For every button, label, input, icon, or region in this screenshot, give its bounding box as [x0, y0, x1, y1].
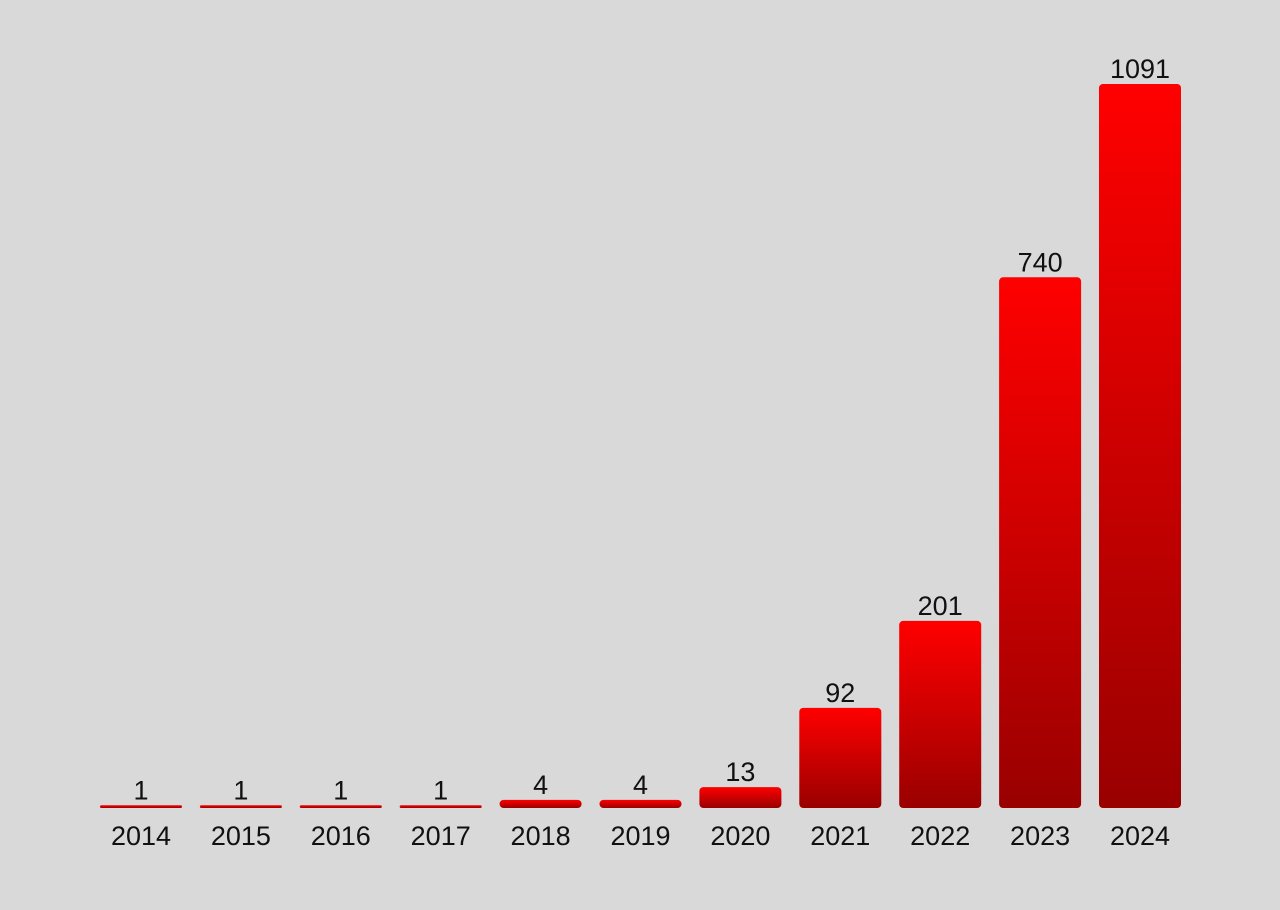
- bar-2023: [999, 277, 1082, 808]
- x-tick-label-2016: 2016: [311, 821, 371, 851]
- data-label-2018: 4: [533, 770, 548, 800]
- bar-2014: [100, 805, 182, 808]
- bar-2017: [399, 805, 482, 808]
- data-label-2024: 1091: [1110, 54, 1170, 84]
- bar-2019: [599, 799, 682, 808]
- bar-2015: [199, 805, 282, 808]
- bar-2022: [899, 620, 982, 808]
- data-label-2021: 92: [825, 678, 855, 708]
- bar-2024: [1099, 84, 1181, 808]
- x-tick-label-2017: 2017: [411, 821, 471, 851]
- data-label-2022: 201: [918, 591, 963, 621]
- x-tick-label-2020: 2020: [710, 821, 770, 851]
- x-tick-label-2015: 2015: [211, 821, 271, 851]
- x-tick-label-2014: 2014: [111, 821, 171, 851]
- data-label-2015: 1: [233, 775, 248, 805]
- data-label-2016: 1: [333, 775, 348, 805]
- x-tick-label-2018: 2018: [511, 821, 571, 851]
- x-tick-label-2023: 2023: [1010, 821, 1070, 851]
- x-tick-label-2024: 2024: [1110, 821, 1170, 851]
- x-tick-label-2022: 2022: [910, 821, 970, 851]
- x-tick-label-2019: 2019: [610, 821, 670, 851]
- data-label-2017: 1: [433, 775, 448, 805]
- data-label-2019: 4: [633, 770, 648, 800]
- bar-2016: [299, 805, 382, 808]
- data-label-2014: 1: [133, 775, 148, 805]
- bar-2018: [499, 799, 582, 808]
- bar-2020: [699, 787, 782, 808]
- bar-2021: [799, 707, 882, 808]
- x-tick-label-2021: 2021: [810, 821, 870, 851]
- data-label-2020: 13: [725, 757, 755, 787]
- data-label-2023: 740: [1018, 247, 1063, 277]
